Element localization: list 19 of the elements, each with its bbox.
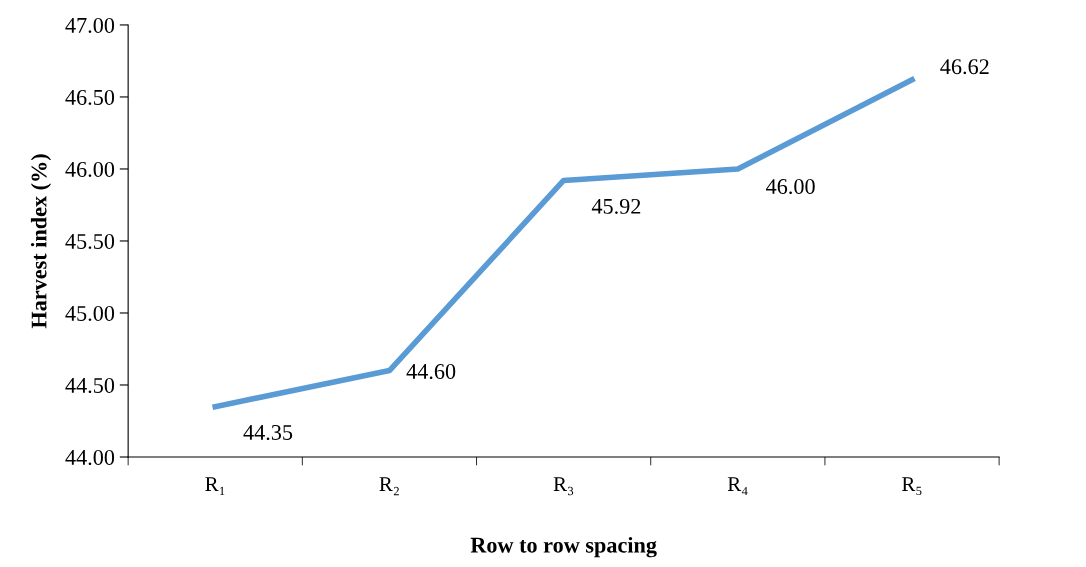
data-label: 45.92: [591, 198, 641, 214]
x-tick-label: R₁: [205, 477, 225, 496]
x-tick-label: R₃: [553, 477, 574, 496]
data-label: 44.60: [406, 363, 456, 380]
x-axis-title: Row to row spacing: [470, 537, 657, 558]
x-tick-label: R₂: [379, 477, 399, 496]
y-tick-label: 45.50: [65, 233, 115, 249]
data-label: 44.35: [243, 425, 293, 441]
y-tick-label: 46.50: [65, 89, 115, 105]
y-tick-label: 44.50: [65, 377, 115, 394]
data-label: 46.00: [766, 178, 815, 195]
y-tick-label: 44.00: [65, 449, 115, 466]
y-tick-label: 45.00: [65, 305, 115, 322]
x-tick-label: R₅: [902, 477, 922, 496]
y-tick-label: 47.00: [65, 17, 115, 33]
x-tick-label: R₄: [727, 477, 748, 496]
y-axis-title: Harvest index (%): [30, 154, 52, 329]
y-tick-label: 46.00: [65, 161, 115, 177]
data-label: 46.62: [940, 59, 989, 75]
